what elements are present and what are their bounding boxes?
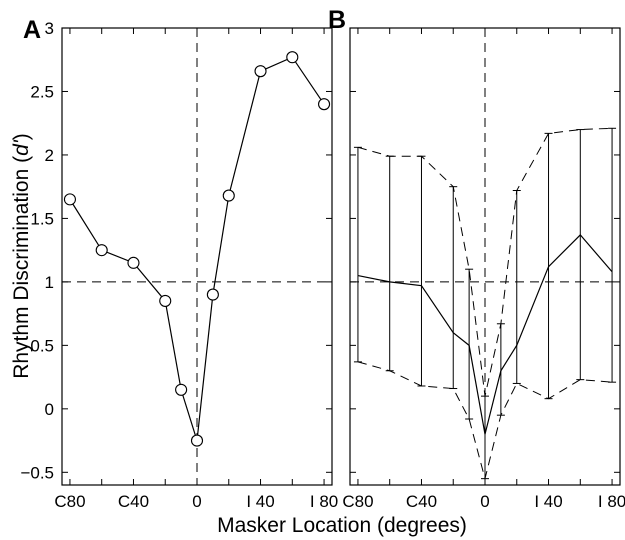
panel-b-data [353, 127, 617, 480]
y-axis-title-prefix: Rhythm Discrimination ( [10, 156, 33, 379]
panel-a-data-point [254, 65, 267, 78]
panel-a-ticks [62, 27, 332, 485]
panel-a-data-point [190, 434, 204, 447]
y-axis-title: Rhythm Discrimination (d') [10, 133, 33, 379]
panel-a-y-tick-label: 0 [45, 400, 54, 419]
panel-a-data-point [159, 294, 172, 307]
panel-a-x-tick-label: C40 [118, 492, 149, 511]
panel-b-x-tick-labels: C80 C40 0 I 40 I 80 [342, 492, 625, 511]
panel-a-data [63, 51, 331, 447]
panel-a-x-tick-label: 0 [192, 492, 201, 511]
panel-a: −0.5 0 0.5 1 1.5 2 2.5 3 C80 C40 0 I 40 I 80 A [20, 16, 338, 511]
y-axis-title-suffix: ) [10, 133, 33, 140]
panel-a-reference-lines [62, 28, 332, 485]
panel-a-series-line [69, 56, 325, 441]
panel-b-letter: B [328, 6, 346, 34]
panel-a-y-tick-label: 0.5 [30, 336, 54, 355]
panel-a-y-tick-labels: −0.5 0 0.5 1 1.5 2 2.5 3 [20, 19, 54, 482]
panel-a-data-point [222, 189, 235, 202]
panel-a-letter: A [23, 16, 41, 44]
panel-b-x-tick-label: 0 [480, 492, 489, 511]
panel-a-data-point [318, 98, 331, 111]
panel-b: C80 C40 0 I 40 I 80 B [328, 6, 625, 511]
panel-b-x-tick-label: C80 [342, 492, 373, 511]
x-axis-title: Masker Location (degrees) [217, 514, 467, 537]
panel-b-x-tick-label: I 80 [598, 492, 625, 511]
panel-a-data-point [95, 244, 108, 257]
panel-a-y-tick-label: 3 [45, 19, 54, 38]
panel-a-data-point [286, 51, 299, 64]
panel-a-y-tick-label: 1 [45, 273, 54, 292]
panel-a-data-point [127, 256, 140, 269]
panel-a-data-point [63, 193, 76, 206]
panel-a-y-tick-label: 2 [45, 146, 54, 165]
panel-a-x-tick-label: C80 [54, 492, 85, 511]
panel-a-y-tick-label: 1.5 [30, 209, 54, 228]
panel-a-x-tick-labels: C80 C40 0 I 40 I 80 [54, 492, 338, 511]
panel-a-data-point [206, 288, 219, 301]
panel-b-x-tick-label: C40 [406, 492, 437, 511]
y-axis-title-italic: d' [10, 139, 33, 156]
panel-a-data-point [175, 383, 188, 396]
panel-a-y-tick-label: −0.5 [20, 463, 54, 482]
panel-a-x-tick-label: I 40 [246, 492, 274, 511]
panel-a-y-tick-label: 2.5 [30, 82, 54, 101]
panel-b-x-tick-label: I 40 [534, 492, 562, 511]
panel-a-x-tick-label: I 80 [310, 492, 338, 511]
